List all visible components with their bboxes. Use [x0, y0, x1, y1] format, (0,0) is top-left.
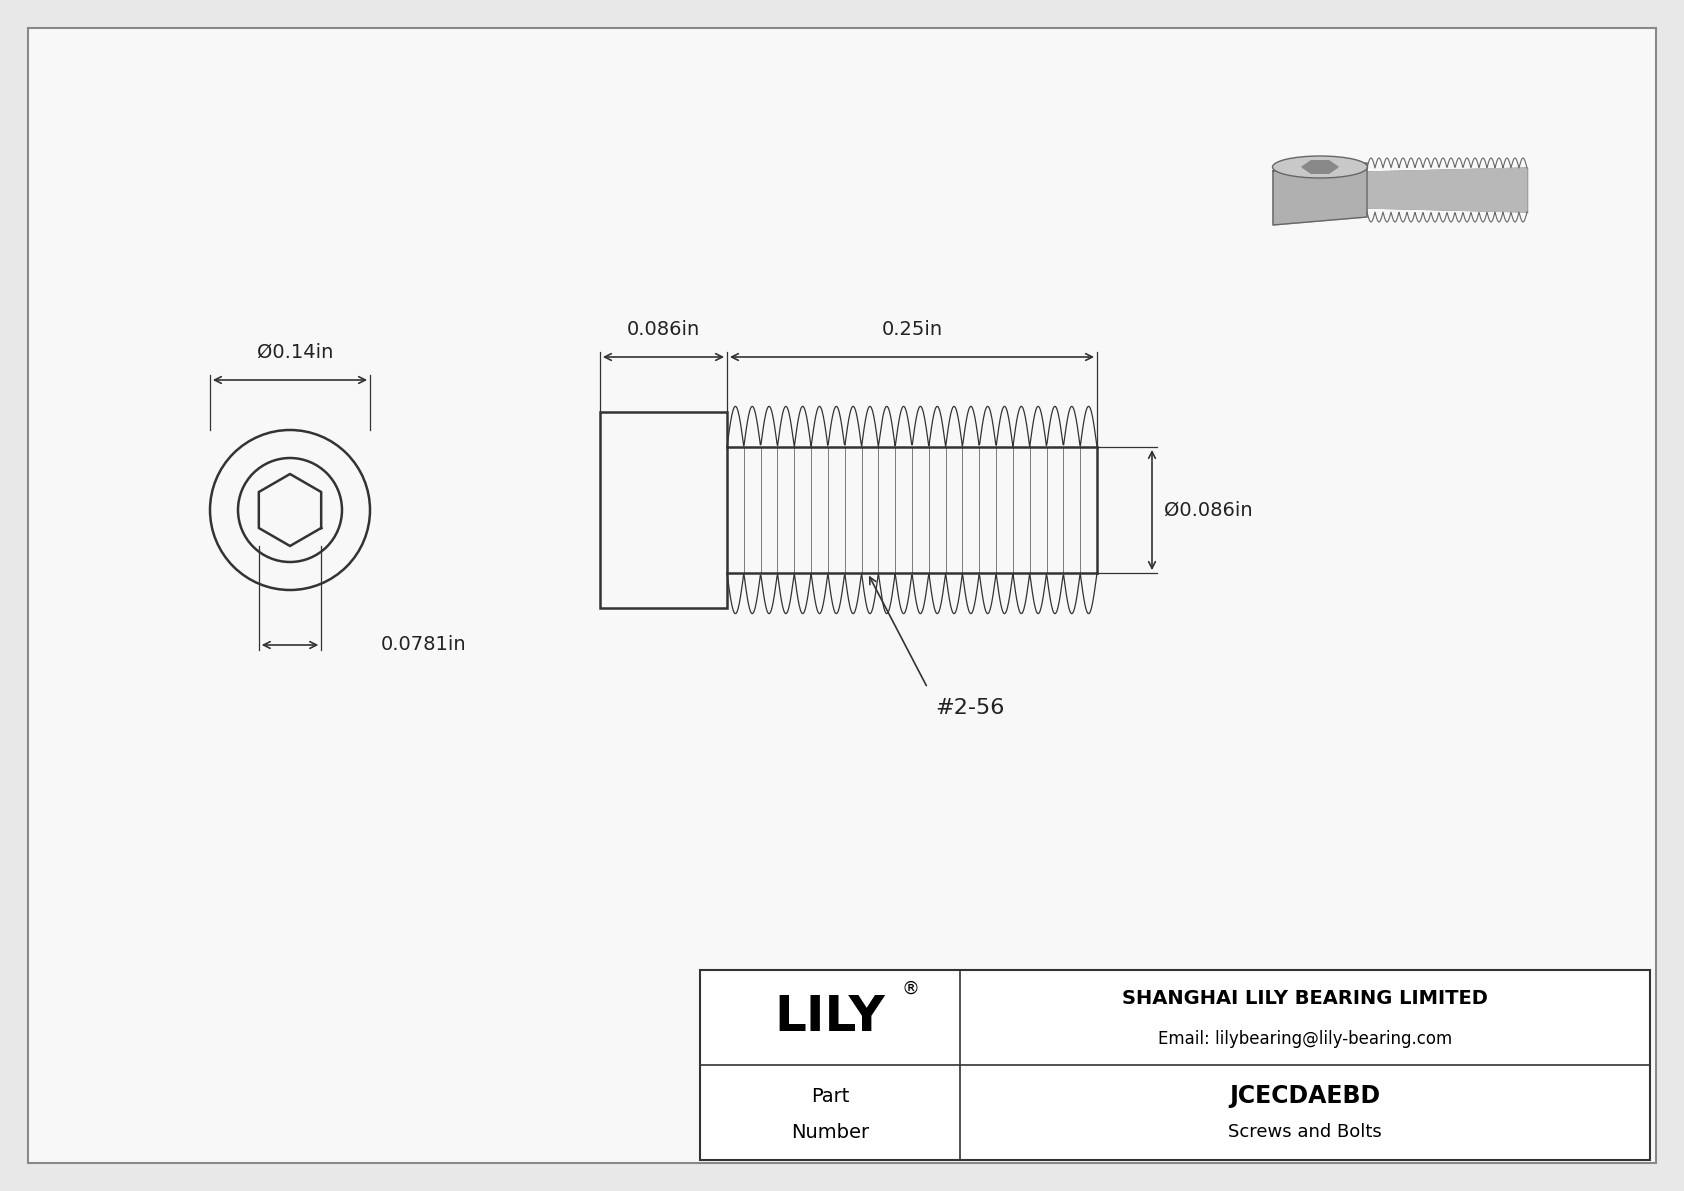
- Text: Email: lilybearing@lily-bearing.com: Email: lilybearing@lily-bearing.com: [1159, 1030, 1452, 1048]
- Text: Ø0.14in: Ø0.14in: [258, 343, 333, 362]
- Ellipse shape: [1273, 156, 1367, 177]
- Text: #2-56: #2-56: [936, 698, 1005, 718]
- Text: 0.0781in: 0.0781in: [381, 636, 466, 655]
- Text: 0.25in: 0.25in: [881, 320, 943, 339]
- Text: ®: ®: [901, 980, 919, 998]
- Text: SHANGHAI LILY BEARING LIMITED: SHANGHAI LILY BEARING LIMITED: [1122, 990, 1489, 1009]
- Bar: [600, 412, 727, 607]
- Polygon shape: [1302, 161, 1339, 173]
- Text: 0.086in: 0.086in: [626, 320, 699, 339]
- Text: LILY: LILY: [775, 993, 886, 1041]
- Text: Part: Part: [810, 1086, 849, 1105]
- Text: Screws and Bolts: Screws and Bolts: [1228, 1123, 1383, 1141]
- Bar: [701, 969, 1650, 1160]
- Text: JCECDAEBD: JCECDAEBD: [1229, 1084, 1381, 1108]
- Polygon shape: [1367, 168, 1527, 212]
- Polygon shape: [1273, 163, 1367, 225]
- Text: Number: Number: [791, 1122, 869, 1141]
- Text: Ø0.086in: Ø0.086in: [1164, 500, 1253, 519]
